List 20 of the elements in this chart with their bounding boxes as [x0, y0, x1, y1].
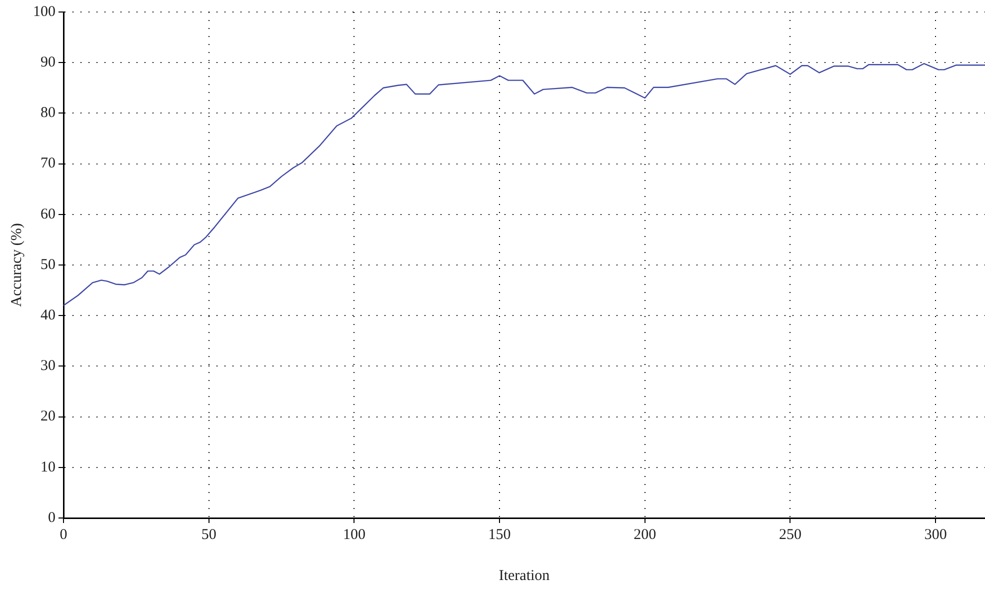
y-tick-label: 0 [48, 510, 56, 526]
y-tick-label: 70 [40, 156, 56, 172]
y-tick-label: 60 [40, 206, 56, 222]
y-tick-label: 50 [40, 256, 56, 273]
y-tick-label: 20 [40, 408, 56, 425]
x-tick-label: 250 [778, 526, 802, 543]
y-tick-label: 100 [33, 4, 56, 20]
y-tick-label: 90 [40, 54, 56, 71]
y-tick-label: 80 [40, 105, 56, 122]
y-tick-label: 40 [40, 308, 56, 324]
x-tick-label: 150 [488, 526, 511, 543]
x-tick-label: 100 [342, 526, 366, 543]
x-axis-title: Iteration [498, 568, 550, 584]
y-tick-label: 30 [40, 358, 56, 374]
x-tick-label: 200 [634, 526, 656, 543]
y-axis-title: Accuracy (%) [8, 223, 25, 307]
x-tick-label: 50 [201, 526, 216, 543]
y-tick-label: 10 [40, 459, 56, 476]
x-tick-label: 0 [60, 526, 68, 543]
x-tick-label: 300 [924, 526, 947, 543]
